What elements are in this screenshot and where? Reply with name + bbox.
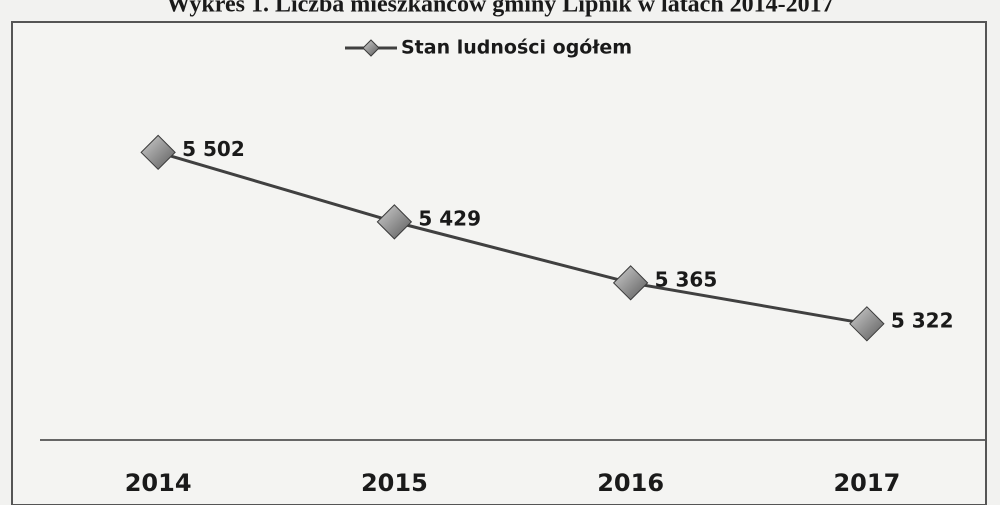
data-label: 5 502 xyxy=(182,137,245,161)
legend-label: Stan ludności ogółem xyxy=(401,37,632,59)
data-point xyxy=(376,204,413,240)
data-point xyxy=(612,265,649,301)
x-tick-label: 2017 xyxy=(833,469,900,497)
data-point xyxy=(140,134,176,171)
data-label: 5 322 xyxy=(891,308,954,332)
legend-marker xyxy=(362,39,380,57)
data-label: 5 365 xyxy=(655,267,718,291)
chart-frame xyxy=(11,21,987,505)
x-tick-label: 2015 xyxy=(361,469,428,497)
chart-title: Wykres 1. Liczba mieszkańców gminy Lipni… xyxy=(166,0,833,18)
data-label: 5 429 xyxy=(418,206,481,230)
series-line xyxy=(157,150,868,326)
x-tick-label: 2016 xyxy=(597,469,664,497)
data-point xyxy=(849,306,885,342)
x-tick-label: 2014 xyxy=(125,469,192,497)
